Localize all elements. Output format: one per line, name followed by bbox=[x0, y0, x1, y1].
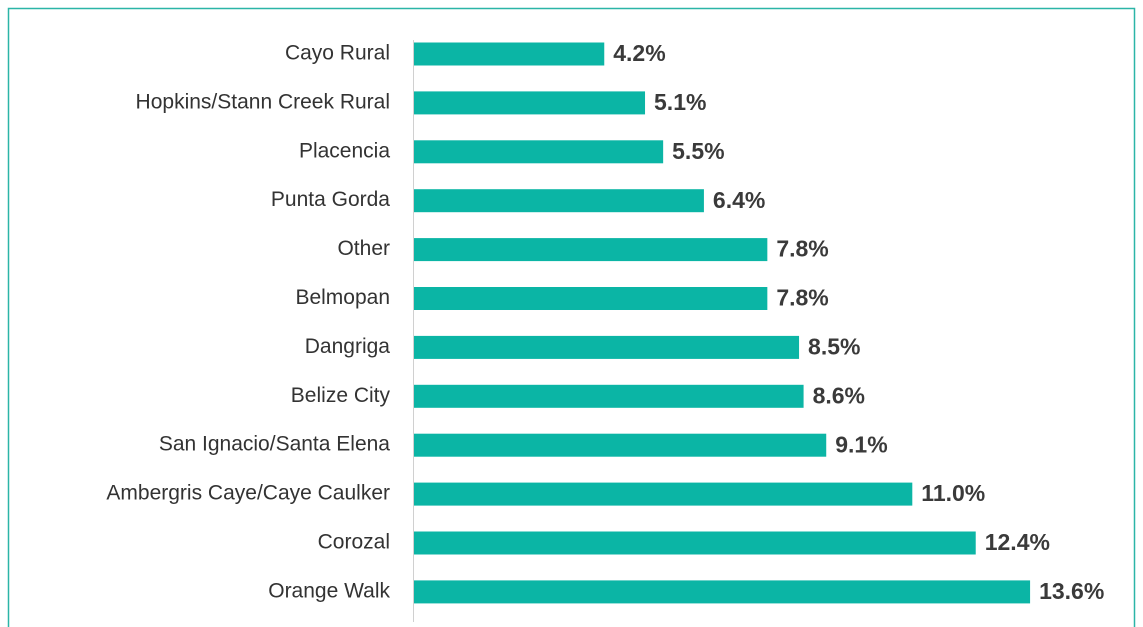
category-label: Belmopan bbox=[295, 286, 390, 309]
value-label: 4.2% bbox=[613, 40, 665, 66]
value-label: 9.1% bbox=[835, 431, 887, 457]
bar bbox=[414, 189, 704, 213]
value-label: 7.8% bbox=[776, 236, 828, 262]
bar bbox=[414, 384, 804, 408]
category-label: San Ignacio/Santa Elena bbox=[159, 433, 390, 456]
bar bbox=[414, 335, 800, 359]
bar bbox=[414, 140, 664, 164]
category-label: Belize City bbox=[291, 384, 391, 407]
frame bbox=[7, 7, 1136, 627]
value-label: 5.1% bbox=[654, 89, 706, 115]
value-label: 12.4% bbox=[985, 529, 1050, 555]
category-label: Ambergris Caye/Caye Caulker bbox=[106, 482, 390, 505]
value-label: 8.5% bbox=[808, 333, 860, 359]
value-label: 7.8% bbox=[776, 285, 828, 311]
category-label: Dangriga bbox=[305, 335, 391, 358]
bar bbox=[414, 238, 768, 262]
value-label: 8.6% bbox=[813, 382, 865, 408]
category-label: Cayo Rural bbox=[285, 42, 390, 65]
value-label: 6.4% bbox=[713, 187, 765, 213]
bar bbox=[414, 531, 976, 555]
bar bbox=[414, 482, 913, 506]
value-label: 5.5% bbox=[672, 138, 724, 164]
value-label: 13.6% bbox=[1039, 578, 1104, 604]
bar bbox=[414, 433, 827, 457]
category-label: Punta Gorda bbox=[271, 188, 390, 211]
category-label: Corozal bbox=[318, 531, 390, 554]
value-label: 11.0% bbox=[921, 480, 985, 506]
bar bbox=[414, 580, 1031, 604]
bar bbox=[414, 91, 646, 115]
category-label: Hopkins/Stann Creek Rural bbox=[136, 90, 390, 113]
category-label: Other bbox=[337, 237, 390, 260]
bar bbox=[414, 42, 605, 66]
bar bbox=[414, 287, 768, 310]
category-label: Orange Walk bbox=[268, 579, 390, 602]
category-label: Placencia bbox=[299, 139, 390, 162]
